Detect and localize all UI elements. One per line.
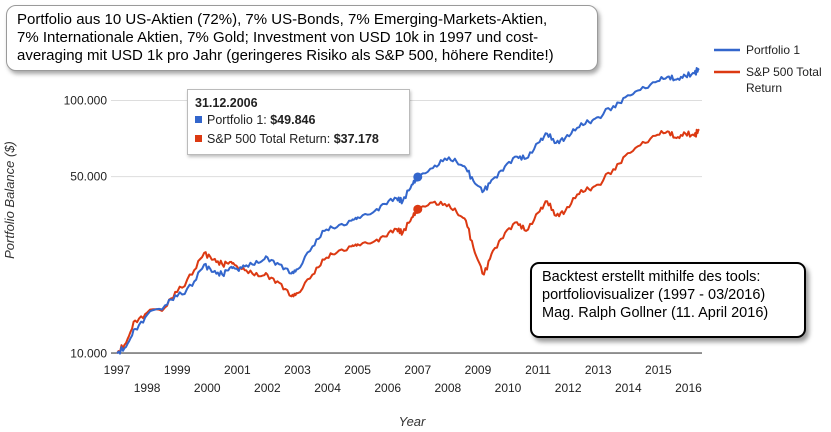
legend-label: S&P 500 Total: [746, 65, 822, 79]
sp500-swatch-icon: [195, 135, 202, 142]
note-line: Mag. Ralph Gollner (11. April 2016): [542, 305, 769, 321]
highlight-point: [413, 172, 423, 182]
x-tick-label: 2000: [194, 381, 221, 395]
x-tick-label: 2016: [675, 381, 702, 395]
note-line: portfoliovisualizer (1997 - 03/2016): [542, 287, 766, 303]
y-tick-label: 100.000: [64, 94, 108, 108]
tooltip-label: Portfolio 1:: [207, 113, 271, 127]
x-tick-label: 2004: [314, 381, 341, 395]
x-tick-label: 2011: [525, 363, 551, 377]
x-tick-label: 2015: [645, 363, 672, 377]
tooltip-row-portfolio: Portfolio 1: $49.846: [195, 111, 402, 130]
tooltip-value: $37.178: [333, 132, 379, 146]
tooltip-value: $49.846: [270, 113, 316, 127]
y-tick-label: 50.000: [70, 170, 107, 184]
x-tick-label: 2010: [495, 381, 522, 395]
x-axis-ticks: 1997 1999 2001 2003 2005 2007 2009 2011 2013 2015…: [104, 363, 702, 395]
y-axis-title: Portfolio Balance ($): [2, 141, 17, 259]
x-tick-label: 2009: [465, 363, 492, 377]
x-tick-label: 2012: [555, 381, 582, 395]
y-tick-label: 10.000: [70, 346, 107, 360]
series-line-portfolio-1: [116, 67, 700, 355]
x-axis-title: Year: [399, 414, 426, 429]
tooltip-row-sp500: S&P 500 Total Return: $37.178: [195, 130, 402, 149]
chart-title-line: 7% Internationale Aktien, 7% Gold; Inves…: [17, 29, 539, 46]
tooltip-markers: [413, 172, 423, 214]
x-tick-label: 1999: [164, 363, 191, 377]
x-tick-label: 2001: [224, 363, 251, 377]
series-group: [116, 67, 700, 355]
legend-label: Portfolio 1: [746, 43, 800, 57]
series-line-s-p-500-total-return: [116, 128, 700, 354]
legend: Portfolio 1 S&P 500 Total Return: [714, 43, 822, 95]
tooltip-date: 31.12.2006: [195, 96, 258, 110]
data-tooltip: 31.12.2006 Portfolio 1: $49.846 S&P 500 …: [187, 89, 410, 155]
x-tick-label: 2003: [284, 363, 311, 377]
chart-title-line: averaging mit USD 1k pro Jahr (geringere…: [17, 47, 554, 64]
portfolio-swatch-icon: [195, 116, 202, 123]
note-box: Backtest erstellt mithilfe des tools: po…: [530, 262, 806, 338]
chart-title-line: Portfolio aus 10 US-Aktien (72%), 7% US-…: [17, 11, 548, 28]
x-tick-label: 2007: [404, 363, 431, 377]
x-tick-label: 1998: [134, 381, 161, 395]
legend-label: Return: [746, 81, 782, 95]
note-line: Backtest erstellt mithilfe des tools:: [542, 269, 761, 285]
x-tick-label: 1997: [104, 363, 131, 377]
x-tick-label: 2013: [585, 363, 612, 377]
chart-title-box: Portfolio aus 10 US-Aktien (72%), 7% US-…: [6, 5, 598, 71]
x-tick-label: 2005: [344, 363, 371, 377]
x-tick-label: 2008: [435, 381, 462, 395]
tooltip-label: S&P 500 Total Return:: [207, 132, 334, 146]
y-axis-ticks: 10.000 50.000 100.000: [64, 94, 108, 361]
x-tick-label: 2006: [374, 381, 401, 395]
x-tick-label: 2002: [254, 381, 281, 395]
x-tick-label: 2014: [615, 381, 642, 395]
highlight-point: [413, 204, 423, 214]
